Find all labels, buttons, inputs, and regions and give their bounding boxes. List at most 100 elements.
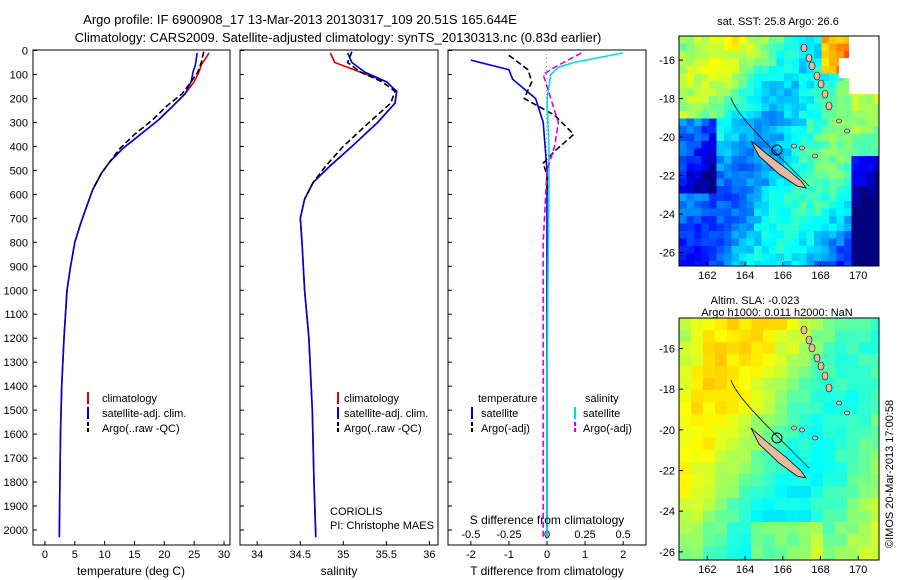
map-cell — [679, 118, 687, 127]
map-cell — [844, 118, 852, 127]
map-cell — [751, 354, 764, 367]
map-cell — [806, 141, 815, 149]
map-cell — [754, 66, 762, 74]
map-cell — [844, 216, 852, 224]
map-cell — [686, 111, 695, 119]
temperature-x-axis: 0 5 10 15 20 25 30 — [42, 541, 230, 561]
map-cell — [874, 96, 879, 104]
map-cell — [821, 36, 830, 44]
map-cell — [799, 378, 812, 391]
island-vanuatu — [813, 71, 821, 81]
map-cell — [731, 51, 740, 59]
map-cell — [679, 486, 692, 499]
map-cell — [806, 261, 815, 266]
map-cell — [686, 51, 695, 59]
map-cell — [703, 522, 716, 535]
map-cell — [679, 238, 687, 247]
map-cell — [829, 253, 837, 262]
map-cell — [811, 546, 824, 559]
map-cell — [851, 208, 860, 217]
map-cell — [715, 318, 728, 331]
map-cell — [811, 450, 824, 463]
map-cell — [679, 103, 687, 112]
map-cell — [814, 201, 822, 209]
map-cell — [871, 546, 879, 559]
map-cell — [859, 253, 867, 262]
map-cell — [866, 193, 875, 202]
map-cell — [821, 73, 830, 82]
map-cell — [791, 223, 800, 232]
map-cell — [844, 231, 852, 239]
map-cell — [829, 58, 837, 67]
map-cell — [724, 223, 732, 232]
map-cell — [724, 193, 732, 202]
map-cell — [679, 96, 687, 104]
map-cell — [871, 354, 879, 367]
map-cell — [836, 178, 845, 187]
map-cell — [731, 178, 740, 187]
map-cell — [724, 96, 732, 104]
map-cell — [806, 238, 815, 247]
map-cell — [799, 342, 812, 355]
map-cell — [686, 156, 695, 164]
map-cell — [754, 81, 762, 89]
map-cell — [701, 201, 710, 209]
map-cell — [847, 342, 860, 355]
map-cell — [776, 253, 785, 262]
map-cell — [835, 330, 848, 343]
map-cell — [775, 498, 788, 511]
map-cell — [727, 426, 740, 439]
map-cell — [799, 133, 807, 142]
map-cell — [701, 73, 710, 82]
map-cell — [754, 186, 762, 194]
map-cell — [859, 231, 867, 239]
map-cell — [866, 103, 875, 112]
map-cell — [763, 378, 776, 391]
map-cell — [836, 103, 845, 112]
map-cell — [847, 486, 860, 499]
map-missing — [849, 78, 879, 94]
map-cell — [821, 178, 830, 187]
map-cell — [754, 201, 762, 209]
map-cell — [701, 118, 710, 127]
map-cell — [806, 246, 815, 254]
map-cell — [791, 111, 800, 119]
map-cell — [761, 246, 770, 254]
map-cell — [821, 231, 830, 239]
map-cell — [694, 88, 702, 97]
map-cell — [847, 534, 860, 547]
map-cell — [754, 126, 762, 134]
map-cell — [739, 88, 747, 97]
map-cell — [761, 223, 770, 232]
map-lon-label: 166 — [774, 564, 792, 576]
map-cell — [703, 534, 716, 547]
map-cell — [739, 156, 747, 164]
map-cell — [746, 186, 755, 194]
legend-climatology-label: climatology — [344, 393, 400, 405]
map-cell — [787, 390, 800, 403]
map-cell — [806, 156, 815, 164]
map-cell — [746, 88, 755, 97]
sla-map-axes: 162 164 166 168 170 -16 -18 -20 -22 -24 -26 — [659, 344, 867, 576]
map-cell — [871, 318, 879, 331]
map-cell — [775, 354, 788, 367]
map-cell — [701, 141, 710, 149]
map-cell — [784, 186, 792, 194]
map-cell — [691, 366, 704, 379]
map-cell — [724, 246, 732, 254]
map-lat-label: -16 — [659, 55, 675, 67]
map-cell — [716, 208, 725, 217]
island-loyalty — [799, 145, 805, 151]
data-centre-label: CORIOLIS — [330, 506, 383, 518]
map-cell — [847, 546, 860, 559]
depth-tick-label: 0 — [22, 46, 28, 58]
map-cell — [754, 163, 762, 172]
map-cell — [799, 246, 807, 254]
map-lat-label: -26 — [659, 248, 675, 260]
map-cell — [776, 223, 785, 232]
map-cell — [787, 354, 800, 367]
map-cell — [751, 402, 764, 415]
map-cell — [871, 486, 879, 499]
map-cell — [691, 330, 704, 343]
map-cell — [715, 366, 728, 379]
